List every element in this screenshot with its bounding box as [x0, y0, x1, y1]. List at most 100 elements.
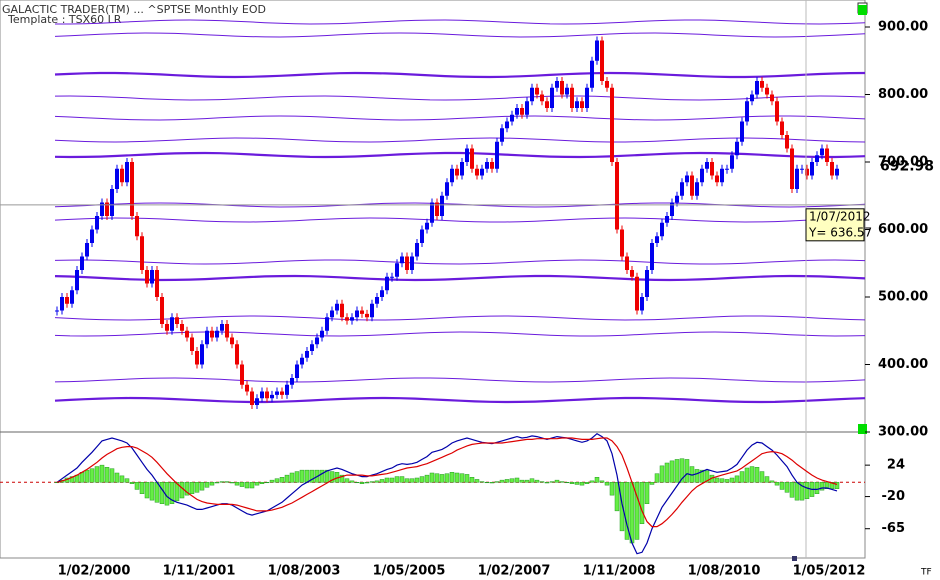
candle — [225, 324, 229, 338]
histogram-bar — [519, 479, 525, 483]
candle — [765, 87, 769, 95]
candle — [105, 202, 109, 216]
candle — [730, 155, 734, 169]
candle — [540, 94, 544, 102]
histogram-bar — [734, 475, 740, 483]
cycle-line — [54, 151, 866, 159]
histogram-bar — [339, 474, 345, 483]
candle — [90, 229, 94, 243]
histogram-bar — [814, 482, 820, 494]
panel-icon[interactable] — [858, 424, 867, 434]
histogram-bar — [799, 482, 805, 501]
tf-label[interactable]: TF — [920, 568, 932, 578]
candle — [490, 162, 494, 169]
candle — [645, 270, 649, 297]
histogram-bar — [414, 477, 420, 483]
cycle-line — [54, 315, 866, 321]
histogram-bar — [719, 478, 725, 483]
histogram-bar — [259, 482, 265, 484]
candle — [735, 141, 739, 156]
candle — [170, 317, 174, 331]
histogram-bar — [234, 482, 240, 486]
histogram-bar — [554, 479, 560, 483]
histogram-bar — [579, 482, 585, 486]
corner-icon[interactable] — [858, 5, 867, 15]
template: Template : TSX60 LR — [7, 13, 122, 26]
histogram-bar — [574, 482, 580, 485]
candle — [510, 114, 514, 122]
histogram-bar — [539, 481, 545, 483]
candle — [485, 162, 489, 169]
histogram-bar — [514, 477, 520, 483]
candle — [155, 270, 159, 297]
candle — [570, 87, 574, 108]
cycle-line — [54, 377, 866, 383]
candle — [480, 168, 484, 176]
histogram-bar — [404, 478, 410, 483]
histogram-bar — [564, 482, 570, 484]
cycle-line — [54, 95, 866, 101]
histogram-bar — [319, 469, 325, 483]
candle — [410, 256, 414, 270]
y-tick-label: 700.00 — [878, 155, 928, 170]
candle — [330, 310, 334, 318]
candle — [770, 94, 774, 102]
histogram-bar — [499, 479, 505, 483]
cycle-line — [54, 115, 866, 121]
candle — [625, 256, 629, 270]
candle — [70, 290, 74, 304]
y-tick-label: 500.00 — [878, 290, 928, 305]
histogram-bar — [619, 482, 625, 532]
candle — [590, 60, 594, 88]
histogram-bar — [159, 482, 165, 504]
candle — [235, 344, 239, 365]
histogram-bar — [679, 458, 685, 483]
candle — [780, 121, 784, 135]
histogram-bar — [359, 482, 365, 484]
histogram-bar — [634, 482, 640, 540]
candle — [150, 270, 154, 284]
histogram-bar — [544, 482, 550, 484]
candle — [725, 168, 729, 170]
histogram-bar — [479, 481, 485, 483]
cycle-line — [54, 137, 866, 143]
candle — [775, 101, 779, 122]
cycle-line — [54, 259, 866, 265]
histogram-bar — [724, 479, 730, 483]
histogram-bar — [194, 482, 200, 493]
histogram-bar — [84, 469, 90, 483]
histogram-bar — [534, 479, 540, 483]
candle — [210, 330, 214, 338]
candle — [760, 81, 764, 88]
histogram-bar — [274, 478, 280, 483]
candle — [605, 81, 609, 88]
candle — [380, 290, 384, 297]
last-price: 692.98 — [880, 159, 934, 175]
candle — [830, 162, 834, 176]
candle — [535, 87, 539, 95]
candle — [475, 168, 479, 176]
candle — [265, 391, 269, 399]
histogram-bar — [354, 482, 360, 484]
y-tick-label: 800.00 — [878, 87, 928, 102]
cursor-label: Y= 636.57 — [808, 225, 872, 239]
macd-line — [56, 437, 838, 528]
candle — [255, 398, 259, 405]
histogram-bar — [329, 471, 335, 483]
candle — [455, 168, 459, 176]
histogram-bar — [324, 469, 330, 483]
candle — [405, 256, 409, 270]
candle — [375, 297, 379, 304]
histogram-bar — [569, 482, 575, 484]
candle — [205, 330, 209, 345]
cycle-line — [54, 32, 866, 38]
x-tick-label: 1/02/2007 — [478, 564, 551, 579]
candle — [175, 317, 179, 324]
candle — [750, 94, 754, 102]
histogram-bar — [819, 482, 825, 491]
candle — [675, 195, 679, 203]
cycle-line — [55, 19, 866, 25]
histogram-bar — [169, 482, 175, 504]
cycle-line — [54, 71, 866, 79]
